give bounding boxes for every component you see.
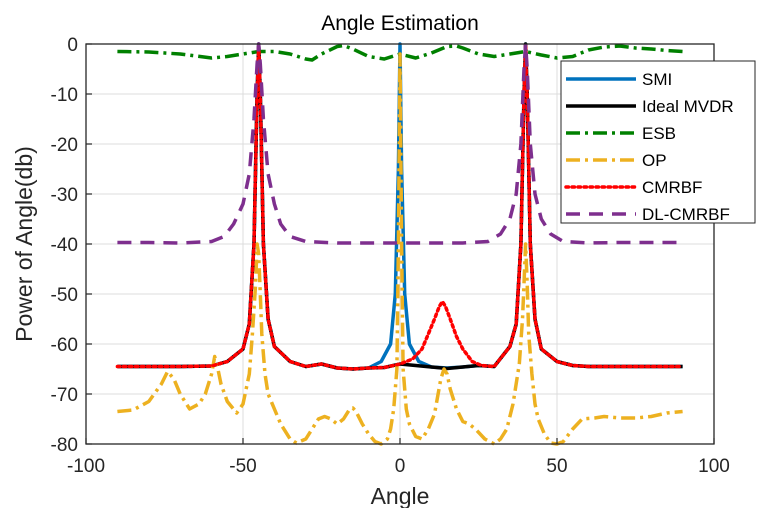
y-tick-label: 0 [67, 35, 78, 56]
legend-label-op: OP [642, 151, 667, 170]
legend-label-esb: ESB [642, 124, 676, 143]
y-tick-label: -80 [51, 435, 78, 456]
x-tick-label: -100 [67, 456, 105, 477]
y-tick-label: -10 [51, 85, 78, 106]
legend: SMI Ideal MVDR ESB OP CMRBF DL-CMRBF [560, 60, 756, 224]
legend-label-ideal-mvdr: Ideal MVDR [642, 97, 734, 116]
y-tick-label: -60 [51, 335, 78, 356]
x-tick-label: 50 [546, 456, 567, 477]
y-tick-label: -20 [51, 135, 78, 156]
tick-layer: -100 -50 0 50 100 0 -10 -20 -30 -40 -50 -60 -70 -80 [51, 35, 730, 477]
series-line-dl-cmrbf [117, 42, 683, 245]
legend-label-cmrbf: CMRBF [642, 178, 702, 197]
series-line-op [117, 52, 683, 446]
y-tick-label: -40 [51, 235, 78, 256]
y-axis-label: Power of Angle(db) [11, 146, 37, 342]
x-axis-label: Angle [371, 483, 430, 508]
legend-box [560, 60, 756, 224]
x-tick-label: 0 [395, 456, 406, 477]
y-tick-label: -50 [51, 285, 78, 306]
legend-label-smi: SMI [642, 70, 672, 89]
x-tick-label: 100 [698, 456, 730, 477]
legend-entries: SMI Ideal MVDR ESB OP CMRBF DL-CMRBF [564, 70, 734, 224]
x-tick-label: -50 [229, 456, 256, 477]
y-tick-label: -70 [51, 385, 78, 406]
y-tick-label: -30 [51, 185, 78, 206]
legend-label-dl-cmrbf: DL-CMRBF [642, 205, 730, 224]
chart-title: Angle Estimation [321, 12, 479, 35]
